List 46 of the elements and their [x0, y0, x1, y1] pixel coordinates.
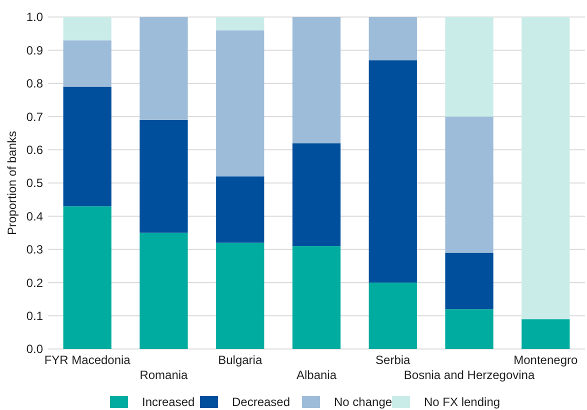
- bar: [216, 242, 264, 349]
- legend-label: No FX lending: [424, 395, 500, 409]
- bar: [368, 282, 417, 349]
- bar: [140, 120, 188, 233]
- bar: [216, 176, 264, 243]
- legend-label: Decreased: [232, 395, 290, 409]
- bar: [522, 17, 570, 320]
- bar: [216, 30, 264, 176]
- bar: [140, 232, 188, 349]
- bar: [292, 246, 341, 349]
- bar: [368, 60, 417, 283]
- bar: [445, 17, 494, 117]
- x-tick-label: Serbia: [376, 353, 411, 367]
- bar: [63, 86, 112, 206]
- y-tick-label: 0.6: [26, 143, 44, 157]
- bar: [445, 252, 494, 310]
- y-tick-label: 0.3: [26, 242, 44, 257]
- y-tick-label: 0.7: [26, 110, 44, 124]
- y-tick-label: 0.9: [26, 43, 44, 58]
- y-tick-label: 1.0: [26, 10, 44, 24]
- bar: [445, 309, 494, 349]
- y-tick-label: 0.0: [26, 342, 44, 356]
- bar: [368, 17, 417, 60]
- bar: [445, 116, 494, 253]
- x-tick-label: Albania: [296, 368, 337, 382]
- legend-label: Increased: [142, 395, 195, 409]
- x-tick-label: Montenegro: [514, 353, 578, 367]
- y-tick-label: 0.8: [26, 76, 44, 91]
- bar: [63, 17, 112, 40]
- y-tick-label: 0.1: [26, 309, 44, 323]
- y-tick-label: 0.4: [26, 209, 44, 224]
- bar: [63, 40, 112, 87]
- y-axis-title: Proportion of banks: [5, 130, 19, 236]
- x-tick-label: Bosnia and Herzegovina: [404, 368, 535, 382]
- bar: [140, 17, 188, 120]
- bar: [522, 319, 570, 349]
- y-tick-label: 0.5: [26, 176, 44, 190]
- bar: [63, 206, 112, 349]
- bar: [292, 17, 341, 144]
- y-tick-label: 0.2: [26, 276, 44, 290]
- x-tick-label: Bulgaria: [218, 353, 262, 367]
- x-tick-label: Romania: [140, 368, 188, 382]
- x-tick-label: FYR Macedonia: [44, 353, 131, 367]
- bar: [292, 143, 341, 246]
- legend-label: No change: [334, 395, 392, 409]
- bar: [216, 17, 264, 30]
